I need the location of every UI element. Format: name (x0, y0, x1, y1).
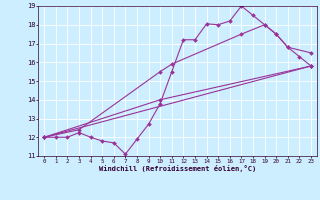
X-axis label: Windchill (Refroidissement éolien,°C): Windchill (Refroidissement éolien,°C) (99, 165, 256, 172)
